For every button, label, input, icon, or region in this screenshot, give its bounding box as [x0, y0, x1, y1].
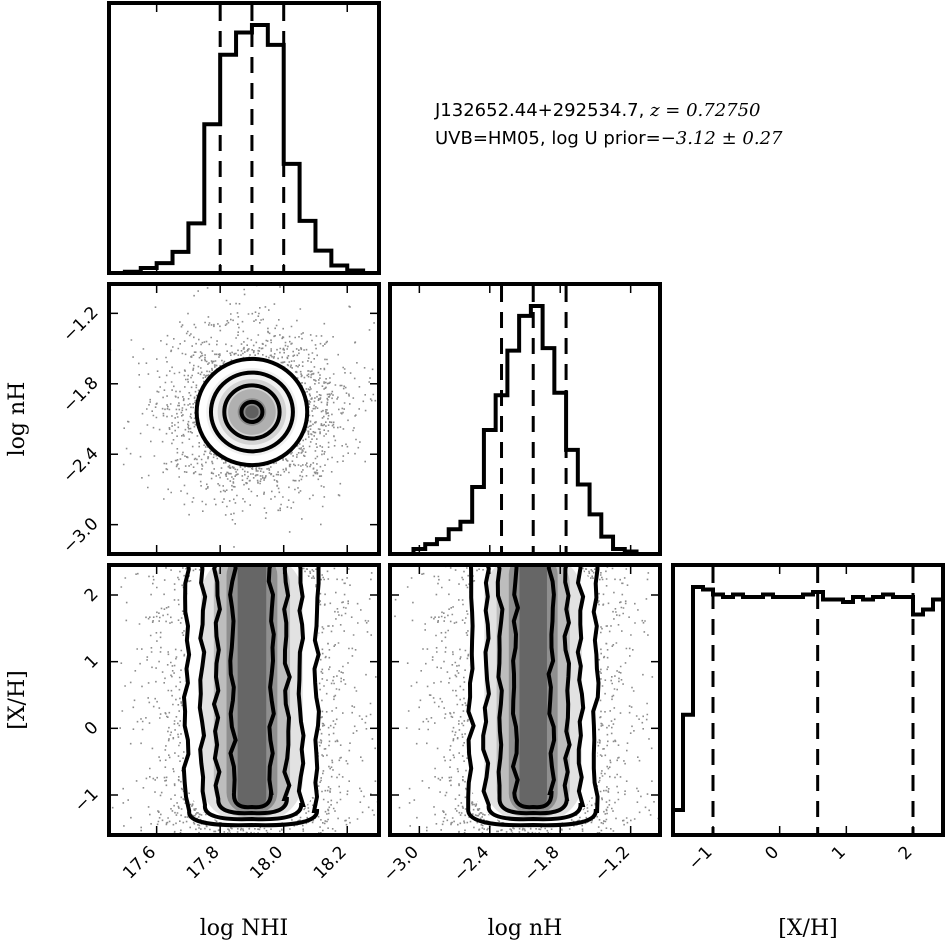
x-tick-label: −1.8 [520, 842, 563, 885]
density-content [109, 565, 379, 835]
histogram-line [390, 304, 660, 556]
x-tick-label: −1 [685, 842, 717, 874]
density-content [109, 284, 377, 548]
redshift-value: z = 0.72750 [650, 100, 761, 121]
histogram-log_NHI [107, 1, 381, 275]
x-axis-label-xh: [X/H] [778, 916, 837, 941]
prior-annotation: UVB=HM05, log U prior=−3.12 ± 0.27 [435, 128, 782, 149]
panel-frame [107, 563, 381, 837]
contour-line [466, 565, 601, 828]
x-tick-label: 1 [828, 842, 850, 864]
y-tick-label: 1 [81, 651, 103, 673]
x-tick-label: 2 [895, 842, 917, 864]
density-content [394, 565, 660, 835]
density-level [245, 405, 259, 419]
y-tick-label: 2 [81, 584, 103, 606]
y-axis-label-xh: [X/H] [5, 670, 30, 729]
histogram-log_nH [388, 282, 662, 556]
contour-line [510, 565, 557, 810]
x-tick-label: −3.0 [380, 842, 423, 885]
x-tick-label: 17.8 [183, 842, 224, 883]
panel-frame [671, 563, 945, 837]
density-log_NHI-log_nH [107, 282, 381, 556]
object-name: J132652.44+292534.7, [435, 100, 651, 121]
y-tick-label: −1.2 [59, 303, 102, 346]
contour-line [481, 565, 586, 822]
panel-background [109, 3, 379, 273]
panel-background [390, 284, 660, 554]
contour-line [222, 383, 282, 441]
x-tick-label: 17.6 [119, 842, 160, 883]
density-log_nH-X_H [388, 563, 662, 837]
panel-frame [388, 282, 662, 556]
y-axis-label-log-nh: log nH [5, 382, 30, 457]
y-tick-label: −1.8 [59, 373, 102, 416]
density-log_NHI-X_H [107, 563, 381, 837]
density-level [519, 565, 547, 809]
x-tick-label: −1.2 [591, 842, 634, 885]
contour-line [495, 565, 572, 816]
contour-line [239, 399, 265, 425]
y-tick-label: −1 [71, 784, 103, 816]
contour-line [197, 565, 306, 822]
y-tick-label: −3.0 [59, 514, 102, 557]
density-level [237, 565, 267, 809]
panel-frame [107, 282, 381, 556]
y-tick-label: −2.4 [59, 444, 102, 487]
x-tick-label: 18.2 [310, 842, 351, 883]
x-axis-label-log-nhi: log NHI [200, 916, 288, 941]
logu-prior-value: −3.12 ± 0.27 [660, 128, 783, 149]
x-tick-label: −2.4 [450, 842, 493, 885]
contour-line [208, 370, 295, 454]
uvb-prior-text: UVB=HM05, log U prior= [435, 128, 661, 149]
object-annotation: J132652.44+292534.7, z = 0.72750 [435, 100, 761, 121]
contour-line [228, 565, 276, 810]
contour-line [211, 565, 292, 816]
panel-background [673, 565, 943, 835]
y-tick-label: 0 [81, 718, 103, 740]
x-tick-label: 0 [761, 842, 783, 864]
contour-line [194, 356, 310, 468]
ticks-0-0 [155, 3, 348, 273]
panel-frame [388, 563, 662, 837]
panel-frame [107, 1, 381, 275]
ticks-1-1 [418, 284, 632, 554]
x-tick-label: 18.0 [246, 842, 287, 883]
contour-line [181, 565, 321, 828]
x-axis-label-log-nh: log nH [488, 916, 563, 941]
histogram-X_H [671, 563, 945, 837]
